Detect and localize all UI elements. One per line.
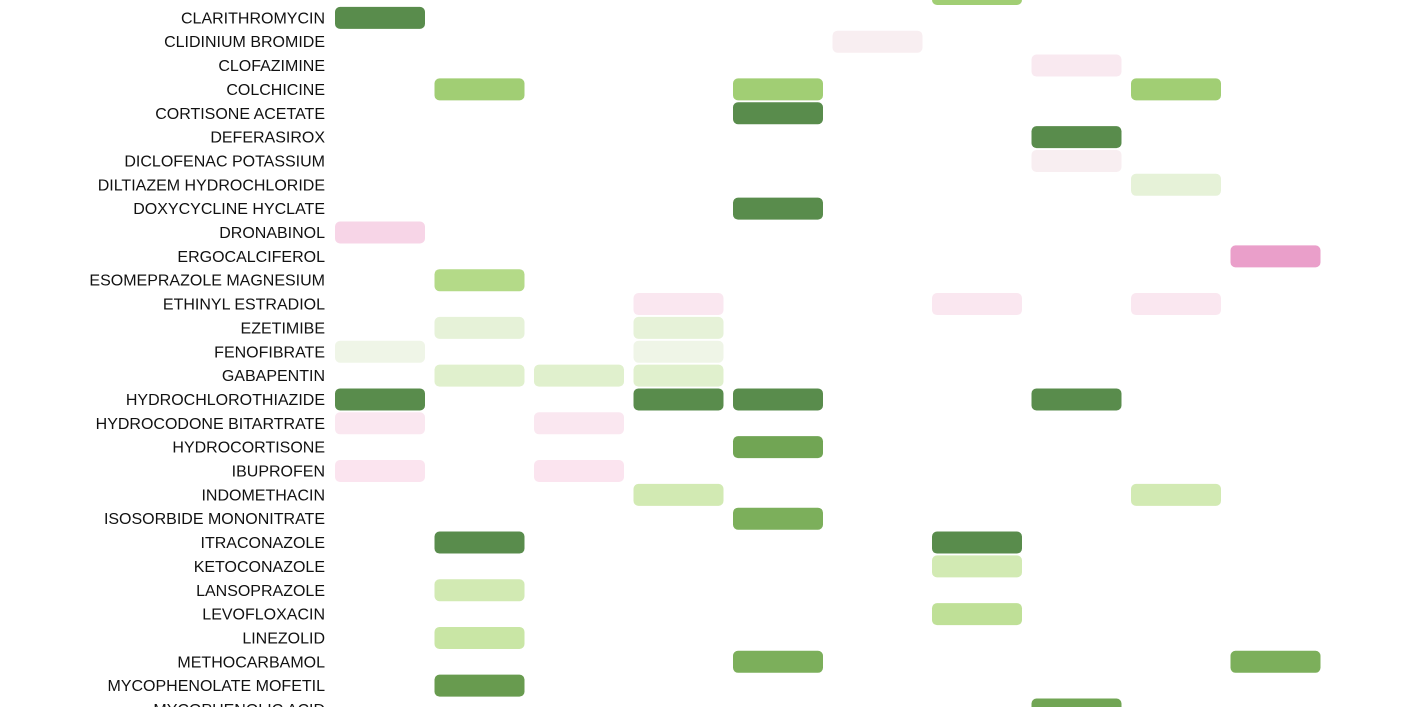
heatmap-cell bbox=[733, 102, 823, 125]
heatmap-cell bbox=[335, 6, 425, 29]
row-label: DICLOFENAC POTASSIUM bbox=[124, 153, 325, 170]
row-label: DILTIAZEM HYDROCHLORIDE bbox=[98, 177, 325, 194]
heatmap-cell bbox=[434, 316, 525, 339]
row-label: CLIDINIUM BROMIDE bbox=[164, 34, 325, 51]
row-label: GABAPENTIN bbox=[222, 368, 325, 385]
row-label: DRONABINOL bbox=[219, 225, 325, 242]
heatmap-cell bbox=[434, 78, 525, 101]
heatmap-cell bbox=[733, 436, 823, 459]
heatmap-cell bbox=[932, 531, 1022, 554]
heatmap-cell bbox=[1131, 293, 1221, 316]
heatmap-cell bbox=[733, 388, 823, 411]
heatmap-cell bbox=[335, 340, 425, 363]
heatmap-cells bbox=[335, 0, 1321, 707]
heatmap-cell bbox=[1131, 173, 1221, 196]
row-label: EZETIMIBE bbox=[241, 320, 325, 337]
heatmap-cell bbox=[633, 316, 724, 339]
heatmap-cell bbox=[434, 364, 525, 387]
heatmap-cell bbox=[534, 460, 624, 482]
row-label: IBUPROFEN bbox=[232, 464, 325, 481]
row-label: CLOFAZIMINE bbox=[218, 58, 325, 75]
row-label: MYCOPHENOLATE MOFETIL bbox=[107, 678, 325, 695]
row-label: LEVOFLOXACIN bbox=[202, 607, 325, 624]
heatmap-cell bbox=[434, 674, 525, 697]
heatmap-cell bbox=[733, 78, 823, 101]
row-label: ISOSORBIDE MONONITRATE bbox=[104, 511, 325, 528]
heatmap-cell bbox=[1031, 698, 1122, 707]
row-label: HYDROCODONE BITARTRATE bbox=[96, 416, 325, 433]
row-label: ERGOCALCIFEROL bbox=[177, 249, 325, 266]
row-label: DEFERASIROX bbox=[210, 130, 325, 147]
heatmap-cell bbox=[832, 30, 923, 53]
heatmap-cell bbox=[434, 579, 525, 602]
heatmap-cell bbox=[534, 412, 624, 435]
heatmap-cell bbox=[534, 364, 624, 387]
heatmap-cell bbox=[1230, 650, 1321, 673]
row-label: LANSOPRAZOLE bbox=[196, 583, 325, 600]
heatmap-cell bbox=[434, 626, 525, 649]
row-label: DOXYCYCLINE HYCLATE bbox=[133, 201, 325, 218]
heatmap-cell bbox=[932, 555, 1022, 578]
heatmap-cell bbox=[335, 460, 425, 482]
heatmap-cell bbox=[1131, 78, 1221, 101]
heatmap-cell bbox=[932, 293, 1022, 316]
heatmap-cell bbox=[633, 388, 724, 411]
heatmap-cell bbox=[633, 483, 724, 506]
heatmap-cell bbox=[633, 364, 724, 387]
heatmap-cell bbox=[733, 507, 823, 530]
row-label: CLARITHROMYCIN bbox=[181, 10, 325, 27]
heatmap-cell bbox=[1131, 483, 1221, 506]
row-label: FENOFIBRATE bbox=[214, 344, 325, 361]
row-label: CORTISONE ACETATE bbox=[155, 106, 325, 123]
row-labels: CLARITHROMYCIN CLIDINIUM BROMIDE CLOFAZIMI… bbox=[89, 10, 325, 707]
heatmap-cell bbox=[633, 340, 724, 363]
row-label: KETOCONAZOLE bbox=[194, 559, 325, 576]
heatmap-cell bbox=[932, 603, 1022, 626]
row-label: MYCOPHENOLIC ACID bbox=[153, 702, 325, 707]
row-label: LINEZOLID bbox=[242, 630, 325, 647]
heatmap-cell bbox=[434, 269, 525, 292]
heatmap-cell bbox=[1031, 149, 1122, 172]
heatmap-cell bbox=[335, 412, 425, 435]
row-label: INDOMETHACIN bbox=[201, 487, 325, 504]
heatmap-cell bbox=[335, 221, 425, 244]
row-label: COLCHICINE bbox=[226, 82, 325, 99]
row-label: HYDROCORTISONE bbox=[172, 440, 325, 457]
heatmap-cell bbox=[434, 531, 525, 554]
heatmap-cell bbox=[733, 197, 823, 220]
row-label: ITRACONAZOLE bbox=[201, 535, 325, 552]
row-label: HYDROCHLOROTHIAZIDE bbox=[126, 392, 325, 409]
heatmap-cell bbox=[335, 388, 425, 411]
heatmap-cell bbox=[1031, 54, 1122, 77]
row-label: ESOMEPRAZOLE MAGNESIUM bbox=[89, 273, 325, 290]
row-label: METHOCARBAMOL bbox=[177, 654, 325, 671]
heatmap-cell bbox=[633, 293, 724, 316]
heatmap-cell bbox=[1230, 245, 1321, 268]
heatmap-cell bbox=[733, 650, 823, 673]
heatmap-cell bbox=[1031, 126, 1122, 149]
heatmap-cell bbox=[1031, 388, 1122, 411]
heatmap-cell bbox=[932, 0, 1022, 5]
row-label: ETHINYL ESTRADIOL bbox=[163, 297, 325, 314]
